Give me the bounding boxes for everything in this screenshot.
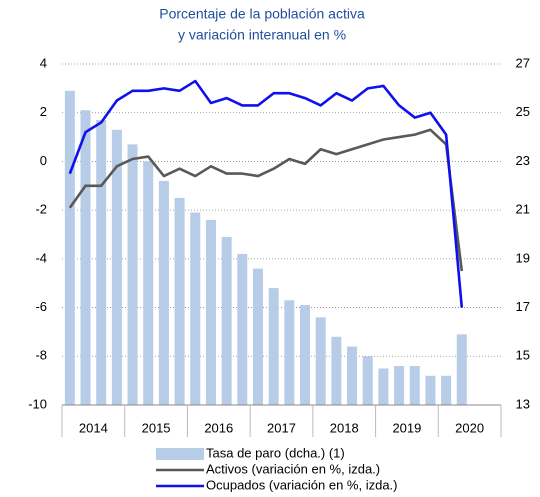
y2-tick-label: 19	[516, 250, 530, 265]
bar	[378, 368, 389, 405]
y2-tick-label: 27	[516, 55, 530, 70]
y-tick-label: 0	[40, 153, 47, 168]
y2-tick-label: 23	[516, 153, 530, 168]
legend-label: Ocupados (variación en %, izda.)	[206, 477, 397, 492]
bar	[143, 161, 154, 405]
y-tick-label: -4	[35, 250, 47, 265]
y2-tick-label: 17	[516, 299, 530, 314]
y-tick-label: -8	[35, 348, 47, 363]
bar	[174, 197, 185, 405]
bar	[268, 288, 279, 405]
y2-tick-label: 15	[516, 348, 530, 363]
line	[68, 128, 464, 272]
x-tick-label: 2016	[204, 420, 233, 435]
y-tick-label: 2	[40, 104, 47, 119]
bar	[441, 375, 452, 405]
legend-swatch	[156, 448, 204, 460]
bar	[425, 375, 436, 405]
line	[68, 79, 464, 308]
bar	[362, 356, 373, 405]
bar	[315, 317, 326, 405]
legend-label: Tasa de paro (dcha.) (1)	[206, 445, 345, 460]
bar	[190, 212, 201, 405]
x-tick-label: 2018	[330, 420, 359, 435]
bar	[409, 366, 420, 405]
chart-title: Porcentaje de la población activa	[159, 6, 365, 22]
y2-tick-label: 21	[516, 202, 530, 217]
x-tick-label: 2014	[79, 420, 108, 435]
y-tick-label: -2	[35, 202, 47, 217]
bar	[80, 110, 91, 406]
bar	[96, 120, 107, 406]
bar	[252, 268, 263, 405]
bar	[221, 236, 232, 405]
bar	[64, 90, 75, 406]
y2-tick-label: 25	[516, 104, 530, 119]
y-tick-label: -10	[28, 396, 47, 411]
x-tick-label: 2020	[455, 420, 484, 435]
bar	[205, 219, 216, 405]
bar	[284, 300, 295, 405]
bar	[127, 144, 138, 405]
bar	[394, 366, 405, 405]
y-tick-label: -6	[35, 299, 47, 314]
bar	[300, 305, 311, 405]
bar	[331, 336, 342, 405]
legend-label: Activos (variación en %, izda.)	[206, 461, 380, 476]
chart-title: y variación interanual en %	[178, 27, 346, 43]
bar	[158, 180, 169, 405]
bar	[237, 253, 248, 405]
y2-tick-label: 13	[516, 396, 530, 411]
bar	[456, 334, 467, 405]
bar	[111, 129, 122, 405]
x-tick-label: 2019	[392, 420, 421, 435]
y-tick-label: 4	[40, 55, 47, 70]
x-tick-label: 2017	[267, 420, 296, 435]
bar	[347, 346, 358, 405]
x-tick-label: 2015	[142, 420, 171, 435]
